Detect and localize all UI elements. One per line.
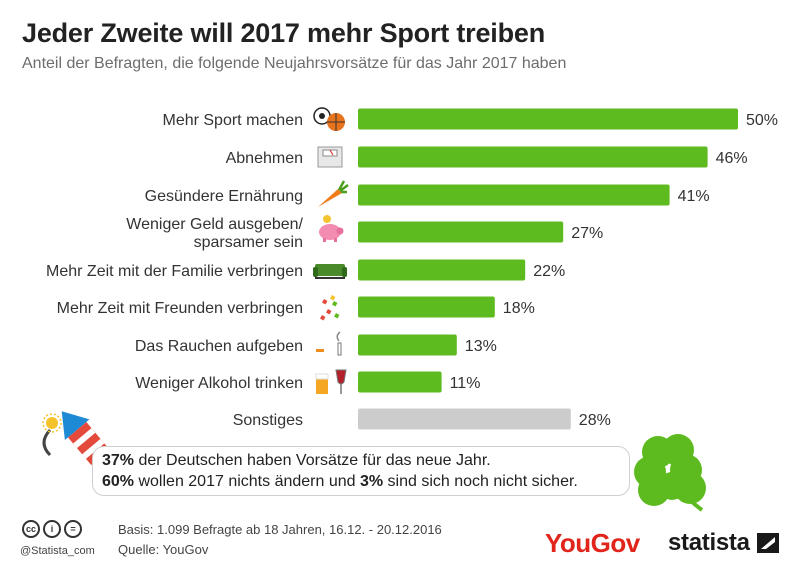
category-label: Sonstiges — [233, 412, 303, 429]
statista-handle: @Statista_com — [20, 545, 95, 557]
bar — [358, 146, 708, 168]
clover-icon — [634, 434, 706, 512]
statista-logo: statista — [668, 529, 750, 556]
category-label: Mehr Sport machen — [162, 112, 303, 129]
summary-box — [92, 446, 630, 496]
bar — [358, 408, 571, 430]
value-label: 46% — [716, 150, 748, 167]
category-label: Mehr Zeit mit Freunden verbringen — [57, 300, 303, 317]
chart-title: Jeder Zweite will 2017 mehr Sport treibe… — [22, 18, 545, 48]
value-label: 28% — [579, 412, 611, 429]
bar — [358, 221, 564, 243]
yougov-logo: YouGov — [545, 528, 640, 558]
sofa-icon — [313, 264, 347, 279]
category-label: Weniger Alkohol trinken — [135, 375, 303, 392]
summary-line-2: 60% wollen 2017 nichts ändern und 3% sin… — [102, 473, 578, 490]
category-label: Gesündere Ernährung — [145, 188, 303, 205]
category-label: sparsamer sein — [194, 234, 303, 251]
bar — [358, 296, 495, 318]
value-label: 11% — [450, 375, 481, 392]
value-label: 13% — [465, 338, 497, 355]
carrot-icon — [318, 180, 349, 207]
sports-balls-icon — [313, 107, 345, 131]
bar — [358, 371, 442, 393]
value-label: 22% — [533, 263, 565, 280]
attribution-icon: i — [43, 520, 61, 538]
value-label: 27% — [571, 225, 603, 242]
beer-wine-icon — [315, 369, 347, 394]
statista-logo-mark — [757, 533, 779, 553]
chart-subtitle: Anteil der Befragten, die folgende Neuja… — [22, 55, 567, 72]
no-derivatives-icon: = — [64, 520, 82, 538]
category-label: Abnehmen — [226, 150, 303, 167]
value-label: 18% — [503, 300, 535, 317]
confetti-icon — [320, 295, 340, 321]
summary-line-1: 37% der Deutschen haben Vorsätze für das… — [102, 452, 491, 469]
bar — [358, 184, 670, 206]
category-label: Mehr Zeit mit der Familie verbringen — [46, 263, 303, 280]
value-label: 41% — [678, 188, 710, 205]
scale-icon — [317, 146, 343, 168]
piggy-bank-icon — [319, 215, 344, 242]
footer-source: Quelle: YouGov — [118, 542, 209, 557]
bar-chart: 50% Mehr Sport machen 46% Abnehmen 41% Gesünd… — [46, 107, 778, 430]
value-label: 50% — [746, 112, 778, 129]
category-label: Weniger Geld ausgeben/ — [126, 216, 303, 233]
cigarette-icon — [316, 331, 342, 356]
bar — [358, 259, 526, 281]
footer-basis: Basis: 1.099 Befragte ab 18 Jahren, 16.1… — [118, 522, 442, 537]
license-icons: cc i = — [22, 520, 82, 538]
bar — [358, 108, 738, 130]
cc-icon: cc — [22, 520, 40, 538]
category-label: Das Rauchen aufgeben — [135, 338, 303, 355]
bar — [358, 334, 457, 356]
